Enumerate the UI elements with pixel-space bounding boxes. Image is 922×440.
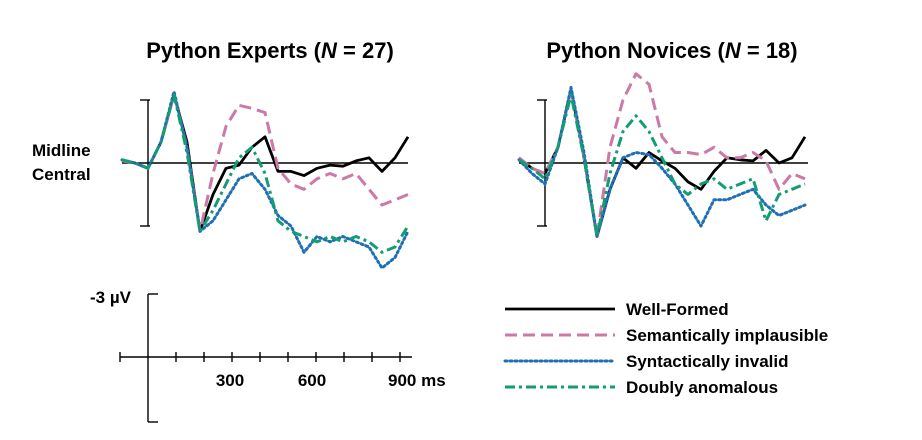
scale-label: -3 µV <box>90 288 132 307</box>
channel-label-line2: Central <box>32 165 91 184</box>
panel-0-series-semantically-implausible <box>121 93 409 233</box>
panel-0-series-doubly-anomalous <box>121 93 410 254</box>
legend-label-semantically-implausible: Semantically implausible <box>626 326 828 345</box>
panel-axes <box>122 99 808 227</box>
legend-label-syntactically-invalid: Syntactically invalid <box>626 352 789 371</box>
time-tick-label-300: 300 <box>216 371 244 390</box>
panel-title-novices: Python Novices (N = 18) <box>546 38 797 63</box>
panel-1-series-doubly-anomalous <box>518 93 806 238</box>
time-tick-label-900: 900 ms <box>388 371 446 390</box>
scale-axis <box>119 293 412 423</box>
time-tick-label-600: 600 <box>298 371 326 390</box>
channel-label-line1: Midline <box>32 141 91 160</box>
series-layer <box>120 72 807 270</box>
legend-label-well-formed: Well-Formed <box>626 300 729 319</box>
panel-title-experts: Python Experts (N = 27) <box>146 38 394 63</box>
legend-label-doubly-anomalous: Doubly anomalous <box>626 378 778 397</box>
legend: Well-Formed Semantically implausible Syn… <box>503 300 828 397</box>
